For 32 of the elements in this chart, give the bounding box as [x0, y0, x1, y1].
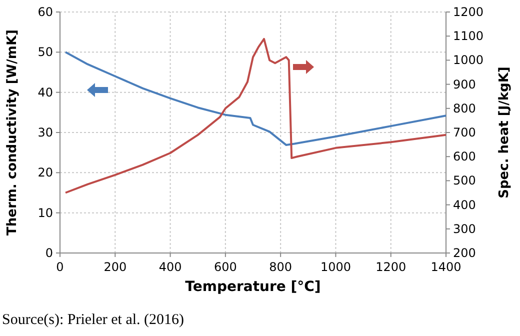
y2-tick-label: 300 — [453, 222, 476, 236]
y2-tick-label: 1200 — [453, 5, 484, 19]
y-tick-label: 30 — [38, 126, 53, 140]
y-tick-label: 20 — [38, 166, 53, 180]
x-tick-label: 800 — [269, 260, 292, 274]
x-tick-label: 400 — [158, 260, 182, 274]
y2-tick-label: 700 — [453, 126, 476, 140]
y-tick-label: 40 — [38, 85, 53, 100]
y2-tick-label: 1100 — [453, 29, 484, 44]
y2-axis-title: Spec. heat [J/kgK] — [497, 66, 512, 198]
x-axis-title: Temperature [°C] — [185, 279, 321, 295]
y-tick-label: 0 — [45, 246, 53, 260]
y2-tick-label: 400 — [453, 198, 476, 212]
y-tick-label: 60 — [38, 5, 53, 19]
y-tick-label: 10 — [38, 206, 53, 220]
y2-tick-label: 900 — [453, 77, 476, 92]
y2-tick-label: 600 — [453, 150, 476, 164]
y2-tick-label: 1000 — [453, 53, 484, 68]
y-axis-title: Therm. conductivity [W/mK] — [5, 30, 20, 236]
x-tick-label: 1000 — [320, 260, 351, 274]
x-tick-label: 600 — [214, 260, 237, 274]
y2-tick-label: 500 — [453, 174, 476, 188]
x-tick-label: 200 — [104, 260, 127, 274]
y2-tick-label: 800 — [453, 101, 476, 116]
x-tick-label: 1400 — [430, 260, 462, 274]
line-series — [64, 38, 447, 194]
source-note: Source(s): Prieler et al. (2016) — [2, 312, 184, 328]
line-series — [64, 51, 447, 146]
y-tick-label: 50 — [38, 45, 53, 60]
y2-tick-label: 200 — [453, 246, 476, 260]
x-tick-label: 0 — [56, 260, 64, 274]
x-tick-label: 1200 — [376, 260, 406, 274]
